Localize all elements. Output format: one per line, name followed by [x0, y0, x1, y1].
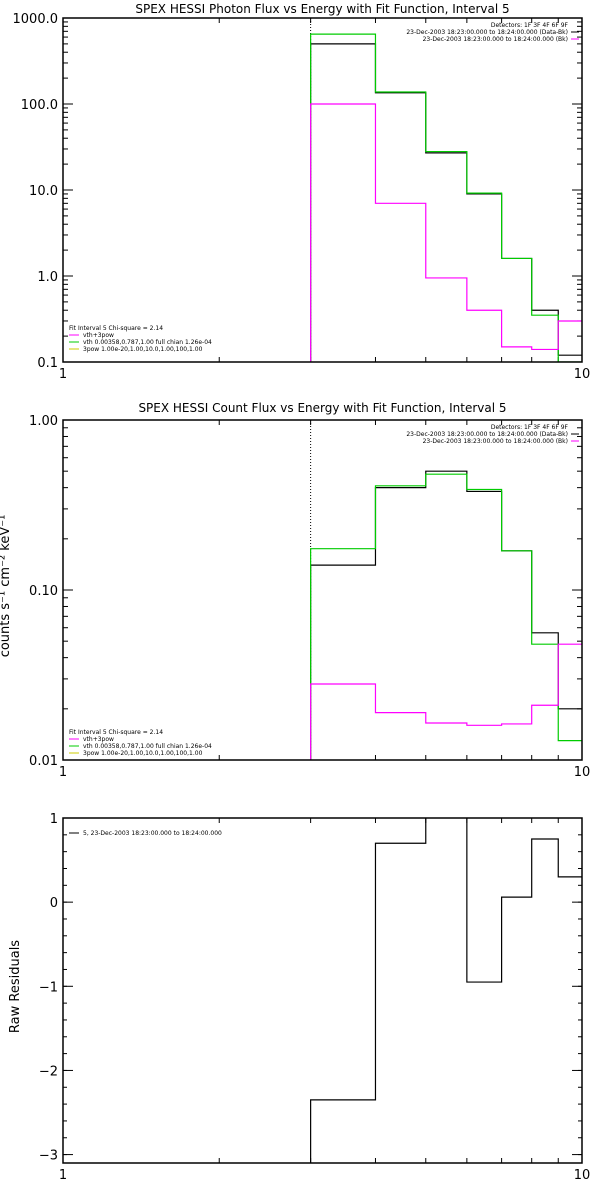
y-tick-label: 0.1 — [37, 356, 58, 371]
plot-frame — [62, 17, 583, 363]
series-group — [310, 818, 582, 1163]
legend-right-text: Detectors: 1F 3F 4F 6F 9F — [491, 424, 569, 431]
chart-panel-2: SPEX HESSI Count Flux vs Energy with Fit… — [0, 401, 590, 780]
x-tick-label: 1 — [59, 765, 67, 780]
series-group — [310, 33, 582, 362]
chart-panel-3: 1 10 −3 −2 −1 0 1 Raw Residuals 5, 23-Dec-2003 1… — [8, 812, 590, 1183]
x-tick-label: 10 — [574, 765, 591, 780]
chart-panel-1: SPEX HESSI Photon Flux vs Energy with Fi… — [13, 2, 591, 382]
series-line-1 — [310, 43, 582, 362]
legend-right-text: 23-Dec-2003 18:23:00.000 to 18:24:00.000… — [406, 29, 568, 36]
y-tick-label: 10.0 — [29, 184, 58, 199]
legend-right-text: 23-Dec-2003 18:23:00.000 to 18:24:00.000… — [423, 438, 568, 445]
legend-left-text: vth+3pow — [83, 332, 114, 339]
legend-left-text: vth 0.00358,0.787,1.00 full chian 1.26e-… — [83, 743, 212, 750]
y-tick-label: 100.0 — [21, 98, 58, 113]
y-tick-label: 0 — [50, 896, 58, 911]
legend-right-text: 23-Dec-2003 18:23:00.000 to 18:24:00.000… — [423, 36, 568, 43]
legend-left-text: 3pow 1.00e-20,1.00,10.0,1.00,100,1.00 — [83, 346, 203, 353]
x-tick-label: 10 — [574, 1168, 591, 1183]
y-tick-label: 1.00 — [29, 414, 58, 429]
plot-frame — [62, 817, 583, 1164]
legend-right-text: 23-Dec-2003 18:23:00.000 to 18:24:00.000… — [406, 431, 568, 438]
y-tick-label: 0.01 — [29, 754, 58, 769]
series-line-2 — [310, 473, 582, 760]
series-group — [310, 470, 582, 760]
y-tick-label: 1 — [50, 812, 58, 827]
x-tick-label: 10 — [574, 367, 591, 382]
legend-right-text: Detectors: 1F 3F 4F 6F 9F — [491, 22, 569, 29]
chart-title: SPEX HESSI Count Flux vs Energy with Fit… — [138, 401, 506, 415]
y-tick-label: −1 — [39, 980, 58, 995]
legend-left-text: 5, 23-Dec-2003 18:23:00.000 to 18:24:00.… — [83, 830, 222, 837]
y-tick-label: 1.0 — [37, 270, 58, 285]
legend-left-text: Fit Interval 5 Chi-square = 2.14 — [69, 729, 163, 736]
series-line-2 — [310, 33, 582, 362]
y-tick-label: −3 — [39, 1149, 58, 1164]
series-line-3 — [310, 643, 582, 760]
y-tick-label: 1000.0 — [13, 12, 59, 27]
legend-left-text: 3pow 1.00e-20,1.00,10.0,1.00,100,1.00 — [83, 750, 203, 757]
y-axis-label: counts s⁻¹ cm⁻² keV⁻¹ — [0, 515, 13, 658]
legend-left-text: Fit Interval 5 Chi-square = 2.14 — [69, 325, 163, 332]
y-tick-label: −2 — [39, 1064, 58, 1079]
y-tick-label: 0.10 — [29, 584, 58, 599]
x-tick-label: 1 — [59, 1168, 67, 1183]
series-line-1 — [310, 818, 582, 1163]
series-line-1 — [310, 470, 582, 760]
y-axis-label: Raw Residuals — [8, 940, 23, 1033]
legend-left-text: vth 0.00358,0.787,1.00 full chian 1.26e-… — [83, 339, 212, 346]
x-tick-label: 1 — [59, 367, 67, 382]
legend-left-text: vth+3pow — [83, 736, 114, 743]
series-line-3 — [310, 103, 582, 362]
chart-title: SPEX HESSI Photon Flux vs Energy with Fi… — [135, 2, 509, 16]
plot-frame — [62, 419, 583, 761]
